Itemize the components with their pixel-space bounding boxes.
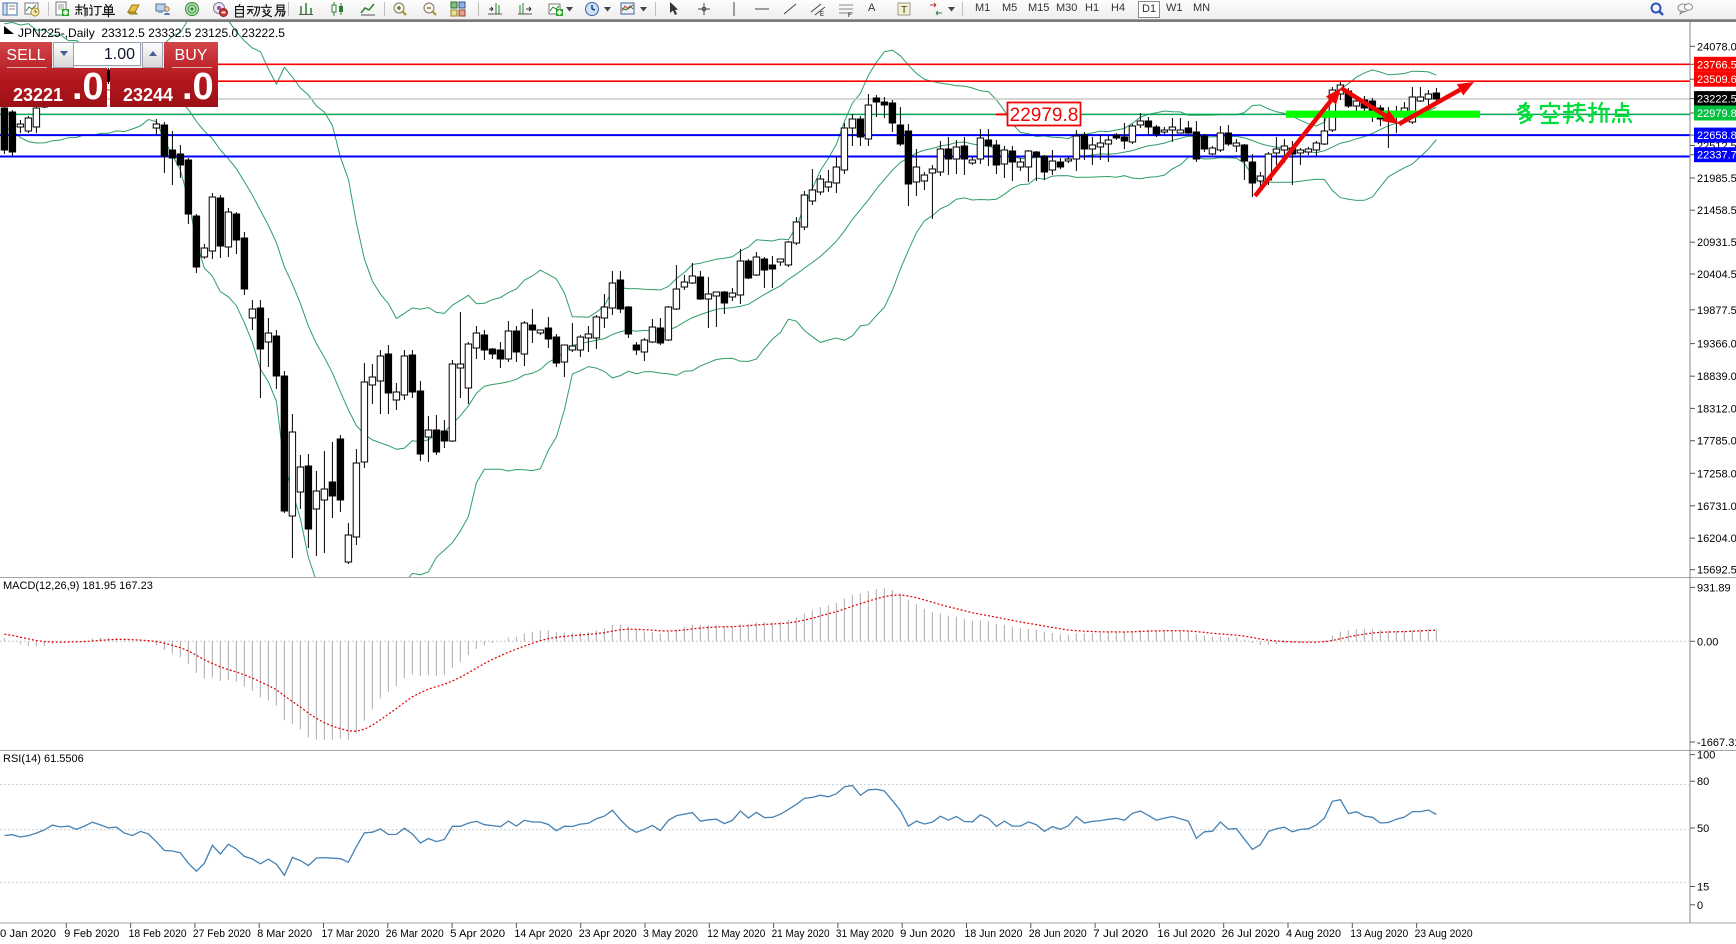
- svg-text:9 Jun 2020: 9 Jun 2020: [900, 928, 955, 940]
- svg-text:23222.5: 23222.5: [1697, 94, 1736, 106]
- svg-text:14 Apr 2020: 14 Apr 2020: [514, 928, 572, 940]
- svg-text:80: 80: [1697, 776, 1709, 788]
- svg-text:3 May 2020: 3 May 2020: [643, 928, 698, 940]
- svg-text:22337.7: 22337.7: [1697, 150, 1736, 162]
- svg-text:20404.5: 20404.5: [1697, 269, 1736, 281]
- svg-text:23 Aug 2020: 23 Aug 2020: [1415, 928, 1473, 940]
- svg-text:24078.0: 24078.0: [1697, 41, 1736, 53]
- svg-text:22979.8: 22979.8: [1697, 108, 1736, 120]
- svg-text:21985.5: 21985.5: [1697, 173, 1736, 185]
- svg-text:27 Feb 2020: 27 Feb 2020: [193, 928, 251, 940]
- svg-text:15: 15: [1697, 882, 1709, 894]
- svg-text:T: T: [901, 5, 907, 16]
- svg-text:0.00: 0.00: [1697, 636, 1718, 648]
- svg-text:100: 100: [1697, 750, 1715, 762]
- svg-text:12 May 2020: 12 May 2020: [707, 928, 765, 940]
- svg-text:19366.0: 19366.0: [1697, 339, 1736, 351]
- svg-text:28 Jun 2020: 28 Jun 2020: [1029, 928, 1087, 940]
- svg-text:21458.5: 21458.5: [1697, 205, 1736, 217]
- svg-text:18839.0: 18839.0: [1697, 371, 1736, 383]
- svg-text:-1667.31: -1667.31: [1697, 737, 1736, 749]
- svg-text:16204.0: 16204.0: [1697, 533, 1736, 545]
- svg-text:22979.8: 22979.8: [1010, 105, 1079, 126]
- svg-text:0: 0: [1697, 900, 1703, 912]
- svg-text:23766.5: 23766.5: [1697, 59, 1736, 71]
- svg-text:50: 50: [1697, 823, 1709, 835]
- svg-text:17785.0: 17785.0: [1697, 436, 1736, 448]
- svg-text:31 May 2020: 31 May 2020: [836, 928, 894, 940]
- svg-text:20931.5: 20931.5: [1697, 237, 1736, 249]
- svg-text:15692.5: 15692.5: [1697, 565, 1736, 577]
- svg-text:23509.6: 23509.6: [1697, 74, 1736, 86]
- svg-text:23 Apr 2020: 23 Apr 2020: [579, 928, 637, 940]
- svg-text:17 Mar 2020: 17 Mar 2020: [322, 928, 380, 940]
- svg-text:5 Apr 2020: 5 Apr 2020: [450, 928, 505, 940]
- svg-text:19877.5: 19877.5: [1697, 305, 1736, 317]
- svg-text:931.89: 931.89: [1697, 582, 1731, 594]
- svg-text:16731.0: 16731.0: [1697, 501, 1736, 513]
- svg-text:18 Jun 2020: 18 Jun 2020: [965, 928, 1023, 940]
- svg-text:26 Jul 2020: 26 Jul 2020: [1222, 928, 1280, 940]
- svg-text:JPN225-,Daily 23312.5 23332.5: JPN225-,Daily 23312.5 23332.5 23125.0 23…: [18, 26, 285, 40]
- svg-text:0 Jan 2020: 0 Jan 2020: [0, 928, 56, 940]
- svg-text:18312.0: 18312.0: [1697, 403, 1736, 415]
- svg-text:13 Aug 2020: 13 Aug 2020: [1350, 928, 1408, 940]
- svg-text:17258.0: 17258.0: [1697, 468, 1736, 480]
- svg-text:F: F: [848, 13, 852, 17]
- svg-text:22658.8: 22658.8: [1697, 130, 1736, 142]
- svg-text:18 Feb 2020: 18 Feb 2020: [129, 928, 187, 940]
- svg-text:MACD(12,26,9) 181.95 167.23: MACD(12,26,9) 181.95 167.23: [3, 580, 153, 592]
- svg-text:9 Feb 2020: 9 Feb 2020: [64, 928, 119, 940]
- svg-text:21 May 2020: 21 May 2020: [772, 928, 830, 940]
- svg-text:RSI(14) 61.5506: RSI(14) 61.5506: [3, 753, 84, 765]
- svg-text:16 Jul 2020: 16 Jul 2020: [1157, 928, 1215, 940]
- svg-text:26 Mar 2020: 26 Mar 2020: [386, 928, 444, 940]
- svg-text:8 Mar 2020: 8 Mar 2020: [257, 928, 312, 940]
- svg-text:7 Jul 2020: 7 Jul 2020: [1093, 928, 1148, 940]
- svg-text:4 Aug 2020: 4 Aug 2020: [1286, 928, 1341, 940]
- svg-text:E: E: [820, 12, 824, 17]
